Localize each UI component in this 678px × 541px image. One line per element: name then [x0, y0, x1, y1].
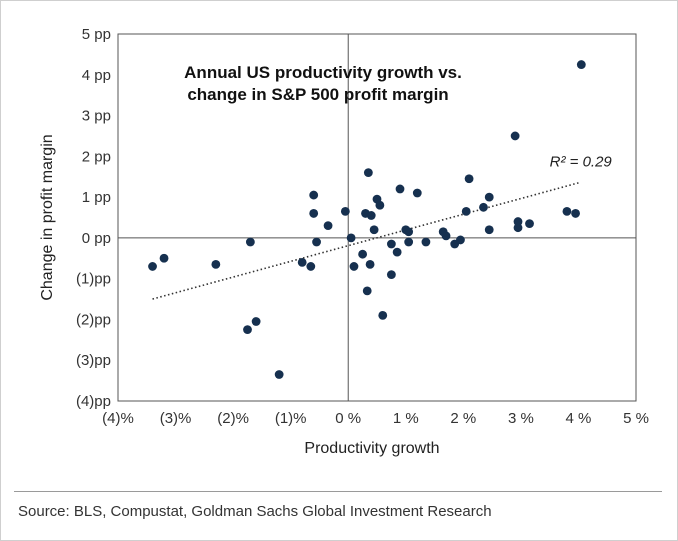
- data-point: [243, 325, 252, 335]
- x-tick-label: 0 %: [335, 410, 361, 427]
- data-point: [346, 233, 356, 243]
- chart-title-line-1: Annual US productivity growth vs.: [184, 63, 462, 82]
- data-point: [323, 221, 333, 231]
- source-divider: [14, 491, 662, 492]
- data-point: [386, 239, 396, 249]
- data-point: [562, 206, 572, 216]
- data-point: [309, 209, 319, 218]
- data-point: [245, 237, 255, 247]
- x-tick-label: 1 %: [393, 410, 419, 427]
- data-point: [525, 219, 534, 229]
- data-point: [362, 286, 372, 296]
- data-point: [365, 259, 375, 269]
- data-point: [274, 370, 284, 379]
- y-tick-label: (3)pp: [76, 352, 111, 369]
- y-tick-label: (1)pp: [76, 271, 111, 288]
- y-tick-label: 0 pp: [82, 230, 111, 247]
- y-axis-title: Change in profit margin: [39, 134, 56, 300]
- data-point: [148, 262, 157, 271]
- data-point: [358, 249, 368, 259]
- data-point: [375, 200, 385, 210]
- data-point: [510, 131, 520, 141]
- data-point: [464, 174, 474, 184]
- r-squared-annotation: R² = 0.29: [550, 154, 613, 171]
- x-tick-label: 5 %: [623, 410, 649, 427]
- data-point: [479, 202, 488, 212]
- data-point: [456, 235, 465, 245]
- scatter-chart: (4)% (3)% (2)% (1)% 0 % 1 % 2 % 3 % 4 % 5 % 5 pp 4…: [39, 26, 649, 457]
- x-tick-label: 3 %: [508, 410, 534, 427]
- data-point: [484, 225, 494, 235]
- x-tick-label: (1)%: [275, 410, 307, 427]
- data-point: [306, 262, 316, 271]
- data-point: [404, 227, 414, 237]
- data-point: [369, 225, 379, 235]
- data-point: [395, 184, 405, 194]
- y-tick-label: 1 pp: [82, 189, 111, 206]
- data-point: [211, 259, 221, 269]
- data-point: [366, 211, 376, 220]
- data-point: [312, 237, 321, 247]
- chart-title-line-2: change in S&P 500 profit margin: [187, 85, 448, 104]
- data-point: [412, 188, 422, 198]
- data-point: [513, 217, 523, 226]
- data-point: [297, 257, 307, 267]
- data-point: [421, 237, 431, 247]
- x-axis-title: Productivity growth: [304, 440, 439, 457]
- y-tick-label: 3 pp: [82, 108, 111, 125]
- data-point: [484, 192, 494, 202]
- x-tick-label: 2 %: [450, 410, 476, 427]
- data-point: [251, 317, 261, 326]
- data-point: [513, 223, 523, 233]
- plot-area: [117, 33, 637, 402]
- y-tick-label: (2)pp: [76, 311, 111, 328]
- x-tick-label: (4)%: [102, 410, 134, 427]
- y-tick-label: (4)pp: [76, 393, 111, 410]
- data-point: [576, 60, 586, 69]
- data-point: [340, 206, 350, 216]
- y-tick-label: 5 pp: [82, 26, 111, 43]
- data-point: [571, 209, 580, 218]
- data-point: [349, 262, 359, 271]
- data-point: [386, 270, 396, 279]
- data-point: [404, 237, 414, 247]
- y-tick-label: 2 pp: [82, 148, 111, 165]
- source-note: Source: BLS, Compustat, Goldman Sachs Gl…: [18, 503, 492, 520]
- x-tick-label: (3)%: [160, 410, 192, 427]
- y-tick-label: 4 pp: [82, 67, 111, 84]
- data-point: [378, 310, 388, 320]
- data-point: [461, 206, 471, 216]
- data-point: [159, 253, 169, 263]
- data-point: [392, 247, 402, 257]
- data-point: [363, 168, 373, 178]
- data-point: [441, 231, 451, 241]
- x-tick-label: 4 %: [566, 410, 592, 427]
- trendline: [152, 182, 579, 300]
- data-point: [309, 190, 319, 200]
- x-tick-label: (2)%: [217, 410, 249, 427]
